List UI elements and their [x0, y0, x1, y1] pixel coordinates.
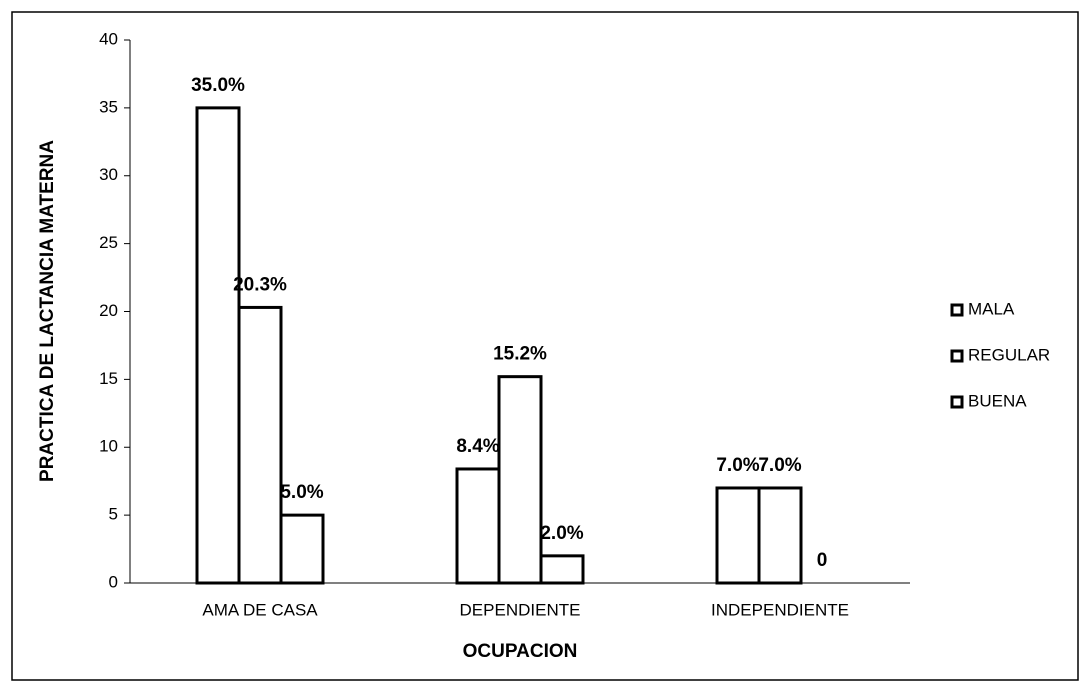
bar	[497, 375, 543, 585]
legend-label: BUENA	[968, 391, 1027, 410]
bar	[237, 305, 283, 585]
x-tick-label: DEPENDIENTE	[460, 600, 581, 619]
x-axis-label: OCUPACION	[463, 641, 578, 662]
x-tick-label: AMA DE CASA	[202, 600, 318, 619]
y-tick-label: 20	[99, 301, 118, 320]
legend-label: REGULAR	[968, 345, 1050, 364]
value-label: 8.4%	[456, 436, 499, 457]
y-tick-label: 30	[99, 165, 118, 184]
y-tick-label: 15	[99, 369, 118, 388]
y-tick-label: 0	[109, 572, 118, 591]
y-tick-label: 35	[99, 97, 118, 116]
x-tick-label: INDEPENDIENTE	[711, 600, 849, 619]
value-label: 35.0%	[191, 75, 245, 96]
legend-marker	[950, 395, 964, 409]
legend-marker	[950, 349, 964, 363]
value-label: 2.0%	[540, 523, 583, 544]
y-tick-label: 10	[99, 437, 118, 456]
bar	[757, 486, 803, 585]
value-label: 0	[817, 550, 828, 571]
bar	[539, 554, 585, 585]
value-label: 7.0%	[758, 455, 801, 476]
y-tick-label: 5	[109, 505, 118, 524]
value-label: 20.3%	[233, 274, 287, 295]
value-label: 5.0%	[280, 482, 323, 503]
y-tick-label: 25	[99, 233, 118, 252]
bar	[455, 467, 501, 585]
legend-marker	[950, 303, 964, 317]
bar	[195, 106, 241, 585]
y-axis-label: PRACTICA DE LACTANCIA MATERNA	[37, 140, 58, 482]
legend-label: MALA	[968, 299, 1015, 318]
y-tick-label: 40	[99, 29, 118, 48]
value-label: 7.0%	[716, 455, 759, 476]
bar	[715, 486, 761, 585]
bar	[279, 513, 325, 585]
chart-border	[11, 11, 1079, 681]
value-label: 15.2%	[493, 344, 547, 365]
